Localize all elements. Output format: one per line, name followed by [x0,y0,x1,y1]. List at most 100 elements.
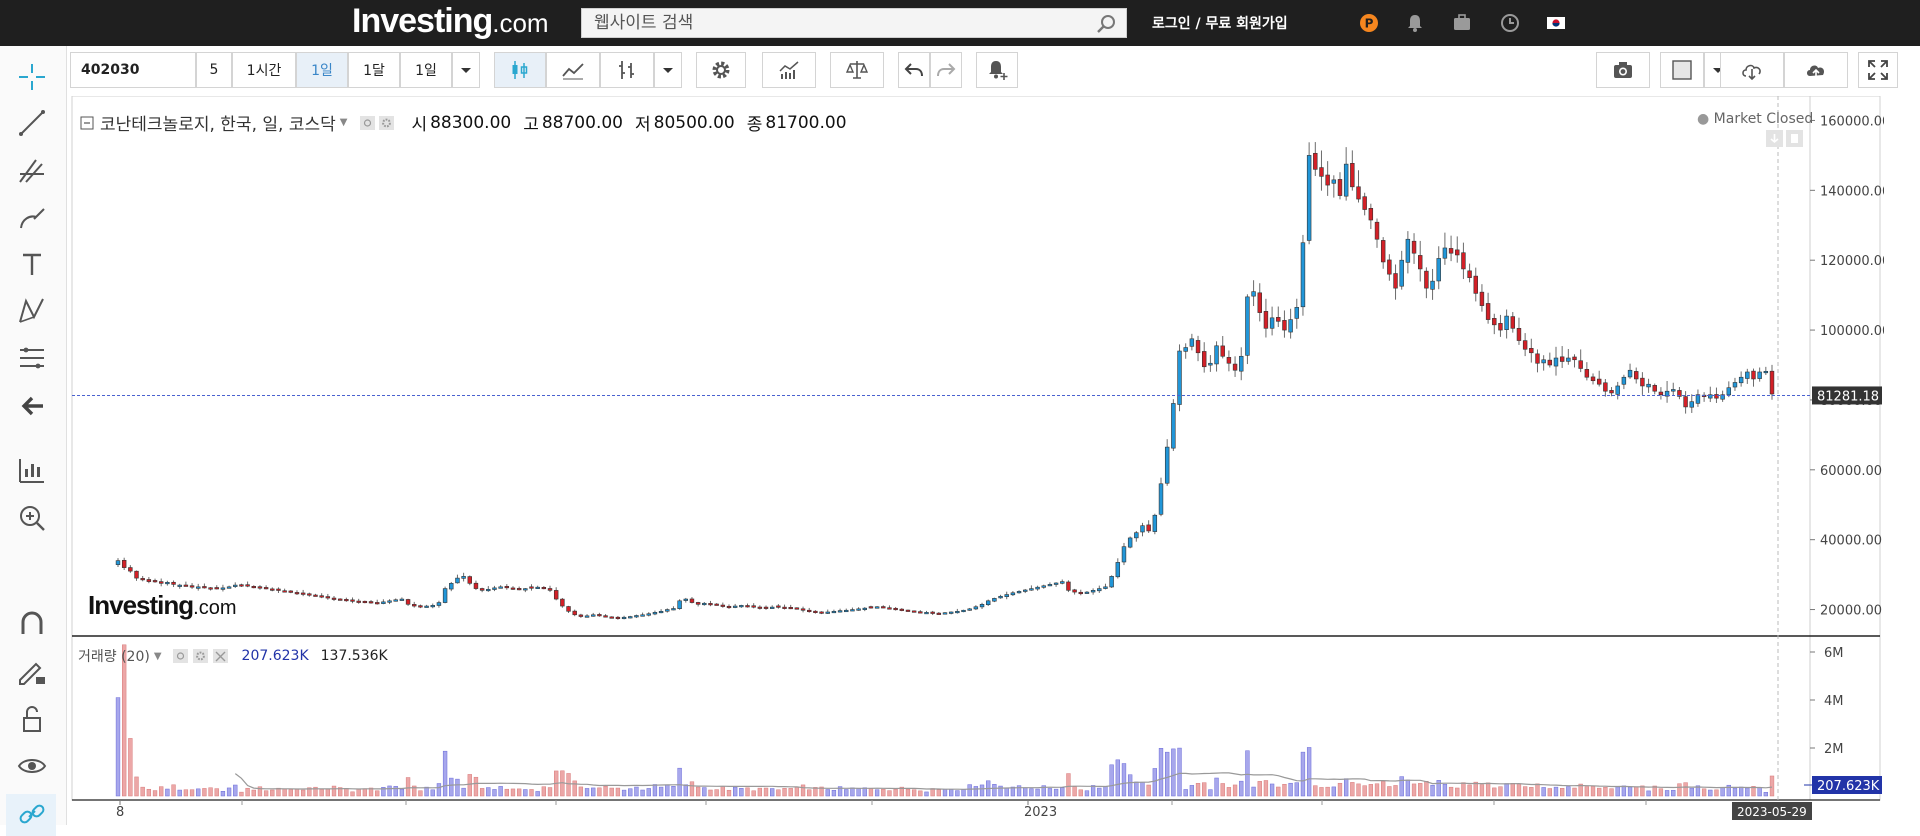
volume-bar [196,788,201,797]
trendline-icon[interactable] [16,107,48,139]
candle-body [763,606,769,609]
bar-type-dropdown[interactable] [654,52,682,88]
volume-bar [362,788,368,797]
line-chart-button[interactable] [546,52,600,88]
fullscreen-button[interactable] [1858,52,1898,88]
investing-pro-icon[interactable]: P [1358,12,1380,34]
pitchfork-icon[interactable] [16,154,48,186]
alert-button[interactable] [976,52,1018,88]
candle-body [1362,196,1367,210]
candle-body [282,590,287,593]
candle-body [486,588,491,592]
redo-button[interactable] [930,52,962,88]
volume-bar [1436,780,1441,797]
screenshot-button[interactable] [1596,52,1650,88]
lock-icon[interactable] [16,703,48,735]
volume-bar [498,786,503,797]
undo-button[interactable] [898,52,930,88]
volume-bar [276,787,281,797]
volume-control-icons[interactable] [172,648,232,664]
price-volume-chart[interactable]: 20000.0040000.0060000.0080000.00100000.0… [70,96,1884,820]
candle-body [1146,524,1151,532]
interval-number[interactable]: 5 [196,52,232,88]
volume-bar [1115,759,1120,797]
volume-bar [1208,789,1213,797]
volume-bar [1708,789,1713,797]
volume-bar [893,789,898,797]
volume-bar [1504,783,1509,797]
candle-body [1134,532,1139,539]
indicators-button[interactable] [762,52,816,88]
interval-1day-alt[interactable]: 1일 [400,52,452,88]
volume-bar [331,785,337,797]
login-link[interactable]: 로그인 / 무료 회원가입 [1152,16,1288,32]
candlestick-button[interactable] [494,52,546,88]
compare-button[interactable] [830,52,884,88]
candle-body [393,599,398,602]
candle-body [1448,248,1454,254]
chevron-down-icon[interactable]: ▼ [153,650,162,662]
volume-bar [350,791,355,797]
fib-icon[interactable] [16,342,48,374]
interval-1day[interactable]: 1일 [296,52,348,88]
korea-flag-icon[interactable] [1545,12,1567,34]
settings-button[interactable] [696,52,746,88]
volume-bar [368,787,374,797]
candle-body [1405,238,1411,263]
text-icon[interactable] [16,248,48,280]
search-input[interactable] [582,9,1084,37]
pattern-icon[interactable] [16,295,48,327]
lock-draw-icon[interactable] [16,656,48,688]
volume-bar [1263,780,1269,797]
search-icon[interactable] [1096,14,1116,34]
candle-body [1171,403,1176,449]
investing-logo[interactable]: Investing.com [352,2,549,41]
candle-body [844,609,849,613]
volume-bar [1424,780,1429,797]
crosshair-icon[interactable] [16,61,48,93]
layout-button[interactable] [1660,52,1704,88]
volume-bar [1121,763,1127,797]
volume-bar [1621,785,1627,797]
candle-body [455,577,460,584]
cloud-upload-button[interactable] [1784,52,1848,88]
chevron-down-icon[interactable]: ▼ [339,117,348,128]
candle-body [825,611,830,614]
volume-bar [782,788,787,797]
last-volume-label-bg [1812,776,1882,794]
volume-bar [1467,784,1472,797]
search-box[interactable] [581,8,1127,38]
interval-1hour[interactable]: 1시간 [232,52,296,88]
collapse-icon[interactable] [80,116,94,130]
volume-bar [461,787,466,797]
clock-icon[interactable] [1499,12,1521,34]
interval-1month[interactable]: 1달 [348,52,400,88]
link-icon[interactable] [16,798,48,830]
candle-body [1541,359,1546,364]
volume-bar [214,788,219,797]
volume-bar [1590,786,1596,797]
bell-icon[interactable] [1404,12,1426,34]
candle-body [1590,376,1596,382]
candle-body [1553,357,1559,367]
magnet-icon[interactable] [16,608,48,640]
volume-bar [245,787,250,797]
pane-control-icons[interactable] [1766,130,1804,148]
symbol-input[interactable]: 402030 [70,52,196,88]
portfolio-icon[interactable] [1451,12,1473,34]
back-arrow-icon[interactable] [16,390,48,422]
volume-title[interactable]: 거래량 (20) [78,649,150,665]
eye-icon[interactable] [16,750,48,782]
symbol-title[interactable]: 코난테크놀로지, 한국, 일, 코스닥 [100,115,336,135]
candle-body [1263,311,1269,329]
volume-bar [541,786,547,797]
interval-dropdown[interactable] [452,52,480,88]
legend-visibility-icons[interactable] [359,115,399,131]
zoom-icon[interactable] [16,502,48,534]
cloud-download-button[interactable] [1720,52,1784,88]
volume-bar [998,785,1003,797]
measure-icon[interactable] [16,455,48,487]
brush-icon[interactable] [16,201,48,233]
volume-bar [1171,748,1176,797]
bar-type-button[interactable] [600,52,654,88]
